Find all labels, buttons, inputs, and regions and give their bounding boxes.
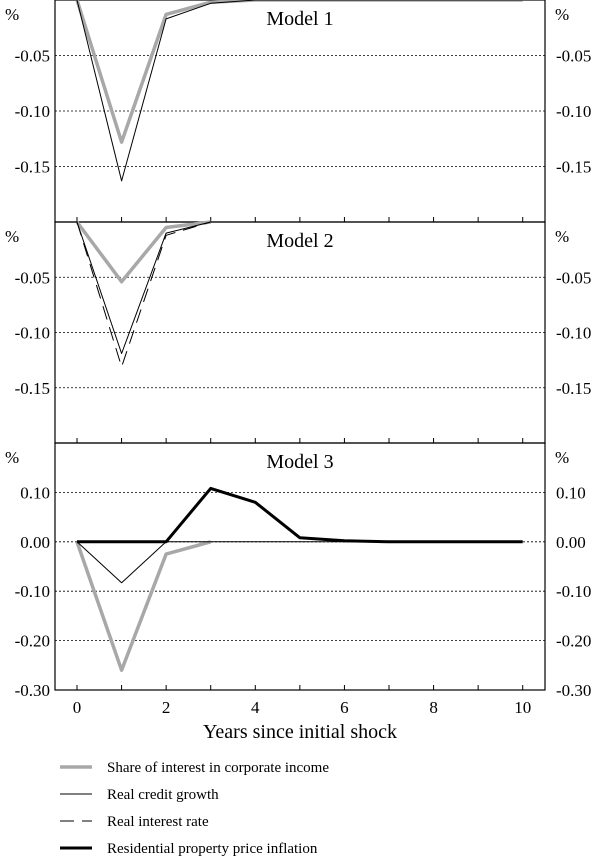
y-tick-label-left: -0.15: [15, 379, 50, 398]
y-tick-label-right: -0.05: [556, 268, 591, 287]
legend-label: Residential property price inflation: [107, 841, 318, 857]
series-line: [75, 540, 212, 672]
series-line: [76, 221, 211, 354]
y-tick-label-left: -0.05: [15, 268, 50, 287]
series-line: [76, 221, 211, 368]
y-tick-label-left: -0.20: [15, 632, 50, 651]
legend: Share of interest in corporate income Rea…: [60, 760, 329, 857]
panel-title: Model 3: [266, 451, 333, 473]
unit-label-left: %: [5, 5, 19, 24]
x-axis-label: Years since initial shock: [203, 721, 397, 743]
y-tick-label-left: -0.30: [15, 681, 50, 700]
panel-2: % % Model 2 -0.05 -0.05 -0.10 -0.10 -0.15 -0.15: [5, 220, 591, 444]
x-tick-label: 2: [162, 698, 171, 717]
y-tick-label-right: -0.10: [556, 102, 591, 121]
y-tick-label-right: -0.15: [556, 379, 591, 398]
legend-label: Share of interest in corporate income: [107, 760, 329, 776]
series-line: [76, 0, 523, 182]
y-tick-label-right: -0.05: [556, 47, 591, 66]
y-tick-label-right: -0.30: [556, 681, 591, 700]
legend-label: Real credit growth: [107, 787, 219, 803]
panel-1: % % Model 1 -0.05 -0.05 -0.10 -0.10 -0.15 -0.15: [5, 0, 591, 223]
y-tick-label-left: -0.05: [15, 47, 50, 66]
panel-title: Model 2: [266, 230, 333, 252]
y-tick-label-left: -0.10: [15, 102, 50, 121]
x-tick-label: 10: [514, 698, 531, 717]
y-tick-label-right: -0.15: [556, 158, 591, 177]
legend-label: Real interest rate: [107, 814, 209, 830]
y-tick-label-left: -0.15: [15, 158, 50, 177]
legend-item: Real credit growth: [60, 787, 219, 803]
x-tick-label: 6: [340, 698, 349, 717]
y-tick-label-left: 0.10: [20, 483, 50, 502]
series-line: [76, 541, 523, 584]
unit-label-right: %: [555, 5, 569, 24]
series-line: [75, 220, 211, 284]
panel-title: Model 1: [266, 8, 333, 30]
panel-3: % % Model 3 0.10 0.10 0.00 0.00 -0.10 -0.10 -0.20…: [5, 442, 591, 700]
y-tick-label-right: -0.20: [556, 632, 591, 651]
x-tick-label: 0: [73, 698, 82, 717]
panels: % % Model 1 -0.05 -0.05 -0.10 -0.10 -0.15 -0.15%…: [5, 0, 591, 700]
y-tick-label-left: -0.10: [15, 324, 50, 343]
y-tick-label-right: 0.10: [556, 483, 586, 502]
legend-item: Real interest rate: [60, 814, 209, 830]
y-tick-label-right: -0.10: [556, 582, 591, 601]
y-tick-label-right: -0.10: [556, 324, 591, 343]
legend-item: Share of interest in corporate income: [60, 760, 329, 776]
series-line: [75, 0, 523, 144]
y-tick-label-left: 0.00: [20, 533, 50, 552]
x-tick-label: 8: [429, 698, 438, 717]
x-axis: 0 2 4 6 8 10: [73, 698, 531, 717]
series-line: [77, 486, 523, 544]
unit-label-right: %: [555, 448, 569, 467]
x-tick-label: 4: [251, 698, 260, 717]
unit-label-right: %: [555, 227, 569, 246]
y-tick-label-right: 0.00: [556, 533, 586, 552]
unit-label-left: %: [5, 448, 19, 467]
y-tick-label-left: -0.10: [15, 582, 50, 601]
legend-item: Residential property price inflation: [60, 841, 318, 857]
unit-label-left: %: [5, 227, 19, 246]
